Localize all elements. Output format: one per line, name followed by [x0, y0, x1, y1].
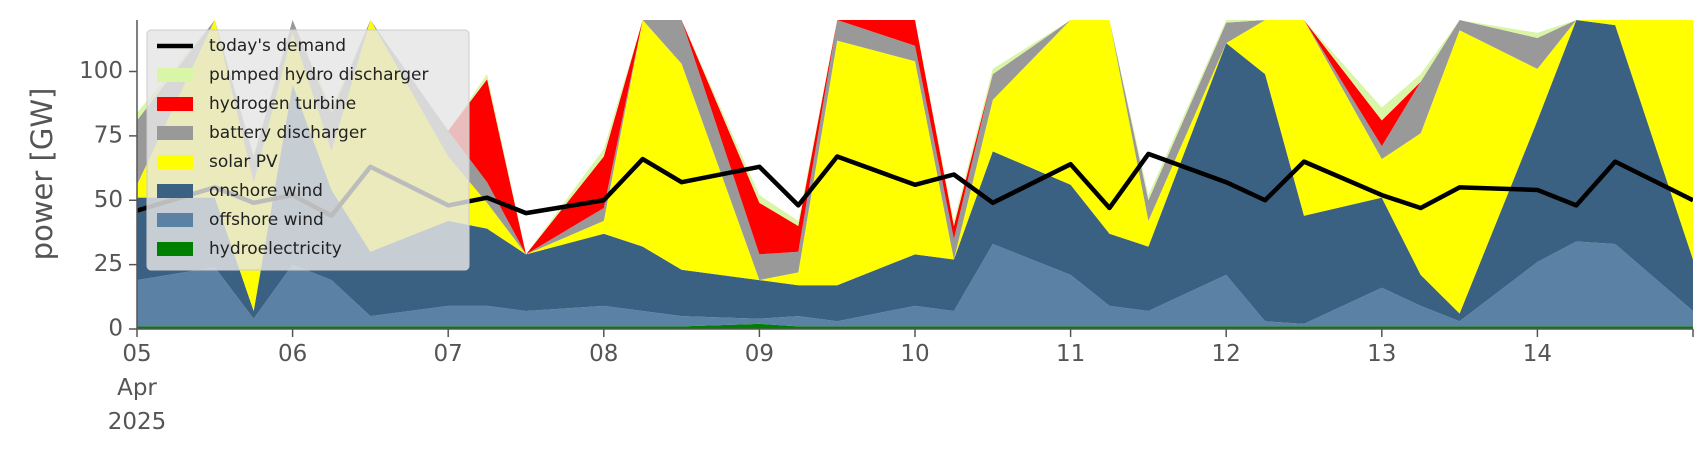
x-tick-label: Apr [117, 375, 157, 401]
y-axis-title: power [GW] [25, 88, 59, 261]
x-tick-label: 07 [434, 341, 463, 367]
y-ticks: 0 25 50 75 100 [79, 58, 137, 342]
y-tick-label: 25 [94, 251, 123, 277]
legend-label: pumped hydro discharger [209, 65, 428, 85]
area-offshore-wind [137, 241, 1693, 327]
x-tick-label: 14 [1523, 341, 1552, 367]
legend-label: solar PV [209, 152, 278, 172]
x-tick-label: 09 [745, 341, 774, 367]
legend-swatch [157, 126, 193, 140]
legend-swatch [157, 155, 193, 169]
legend-swatch [157, 242, 193, 256]
legend-label: battery discharger [209, 123, 366, 143]
y-tick-label: 100 [79, 58, 123, 84]
area-hydrogen-turbine [137, 20, 1693, 255]
legend-swatch [157, 213, 193, 227]
x-ticks: 05 Apr 2025 06 07 08 09 10 11 12 13 14 [108, 329, 1694, 435]
x-tick-label: 13 [1367, 341, 1396, 367]
y-tick-label: 0 [108, 316, 123, 342]
x-tick-label: 2025 [108, 409, 167, 435]
area-onshore-wind [137, 20, 1693, 324]
legend-label: hydrogen turbine [209, 94, 356, 114]
x-tick-label: 10 [900, 341, 929, 367]
area-solar-pv [137, 20, 1693, 314]
legend-box [146, 29, 470, 271]
x-tick-label: 12 [1212, 341, 1241, 367]
legend-label: onshore wind [209, 181, 323, 201]
legend-label: offshore wind [209, 210, 324, 230]
x-tick-label: 05 [122, 341, 151, 367]
legend-label: today's demand [209, 36, 346, 56]
legend-label: hydroelectricity [209, 239, 342, 259]
x-tick-label: 08 [589, 341, 618, 367]
x-tick-label: 11 [1056, 341, 1085, 367]
x-tick-label: 06 [278, 341, 307, 367]
legend-swatch [157, 68, 193, 82]
legend-swatch [157, 184, 193, 198]
y-tick-label: 50 [94, 187, 123, 213]
legend: today's demand pumped hydro discharger hyd… [146, 29, 470, 271]
y-tick-label: 75 [94, 122, 123, 148]
legend-swatch [157, 97, 193, 111]
